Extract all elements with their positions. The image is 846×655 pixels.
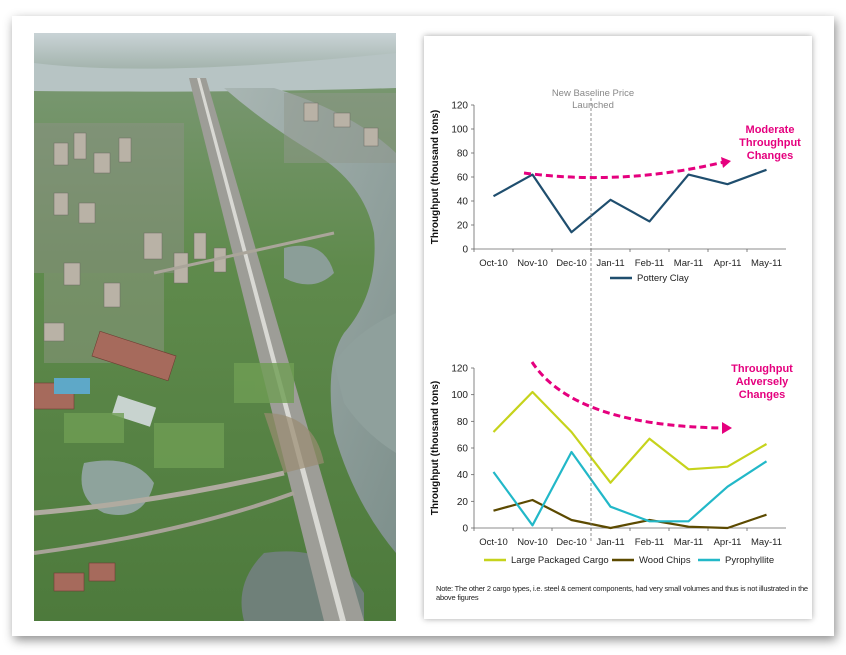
y-tick-label: 80 xyxy=(457,417,469,428)
y-tick-label: 20 xyxy=(457,497,469,508)
y-tick-label: 20 xyxy=(457,221,469,232)
chart-panel: 0 20 40 60 80 100 120 Oct-10 Nov-10 Dec-10 Jan-11 F… xyxy=(424,36,812,619)
bottom-callout-text: Changes xyxy=(739,389,785,401)
legend-label: Wood Chips xyxy=(639,555,691,566)
y-tick-label: 40 xyxy=(457,197,469,208)
y-tick-label: 0 xyxy=(462,245,468,256)
x-tick-label: Feb-11 xyxy=(635,258,664,269)
x-tick-label: Jan-11 xyxy=(596,537,624,548)
legend-label: Pottery Clay xyxy=(637,273,689,284)
top-callout-text: Throughput xyxy=(739,137,801,149)
bottom-callout-text: Throughput xyxy=(731,363,793,375)
y-tick-label: 40 xyxy=(457,470,469,481)
top-callout-text: Changes xyxy=(747,150,793,162)
series-line-wood-chips xyxy=(493,498,767,530)
bottom-callout-text: Adversely xyxy=(736,376,789,388)
x-tick-label: Nov-10 xyxy=(517,258,548,269)
y-tick-label: 120 xyxy=(451,101,468,112)
x-tick-label: Apr-11 xyxy=(714,537,742,548)
x-tick-label: Mar-11 xyxy=(674,537,703,548)
baseline-label-line1: New Baseline Price xyxy=(552,88,634,99)
y-tick-label: 100 xyxy=(451,390,468,401)
x-tick-label: Jan-11 xyxy=(596,258,624,269)
aerial-photo xyxy=(34,33,396,621)
adverse-trend-arrow xyxy=(530,361,725,430)
x-tick-label: Oct-10 xyxy=(479,537,508,548)
moderate-arrow-head xyxy=(721,157,731,168)
x-tick-label: Dec-10 xyxy=(556,537,587,548)
x-tick-label: May-11 xyxy=(751,258,782,269)
series-line-pottery-clay xyxy=(492,168,767,234)
legend-label: Large Packaged Cargo xyxy=(511,555,609,566)
y-tick-label: 120 xyxy=(451,364,468,375)
baseline-label-line2: Launched xyxy=(572,100,614,111)
legend-label: Pyrophyllite xyxy=(725,555,774,566)
x-tick-label: Nov-10 xyxy=(517,537,548,548)
x-tick-label: Apr-11 xyxy=(714,258,742,269)
x-tick-label: May-11 xyxy=(751,537,782,548)
x-tick-label: Feb-11 xyxy=(635,537,664,548)
x-tick-label: Mar-11 xyxy=(674,258,703,269)
charts-svg: 0 20 40 60 80 100 120 Oct-10 Nov-10 Dec-10 Jan-11 F… xyxy=(430,88,801,566)
y-tick-label: 60 xyxy=(457,444,469,455)
y-tick-label: 60 xyxy=(457,173,469,184)
series-line-pyrophyllite xyxy=(492,450,768,527)
series-line-large-packaged-cargo xyxy=(492,390,768,484)
moderate-trend-arrow xyxy=(523,160,725,180)
y-axis-label: Throughput (thousand tons) xyxy=(430,110,441,244)
y-tick-label: 0 xyxy=(462,524,468,535)
top-callout-text: Moderate xyxy=(746,124,795,136)
x-tick-label: Dec-10 xyxy=(556,258,587,269)
adverse-arrow-head xyxy=(722,422,732,434)
footnote: Note: The other 2 cargo types, i.e. stee… xyxy=(436,584,808,602)
y-tick-label: 80 xyxy=(457,149,469,160)
y-axis-label: Throughput (thousand tons) xyxy=(430,381,441,515)
x-tick-label: Oct-10 xyxy=(479,258,508,269)
y-tick-label: 100 xyxy=(451,125,468,136)
aerial-city-river-image xyxy=(34,33,396,621)
